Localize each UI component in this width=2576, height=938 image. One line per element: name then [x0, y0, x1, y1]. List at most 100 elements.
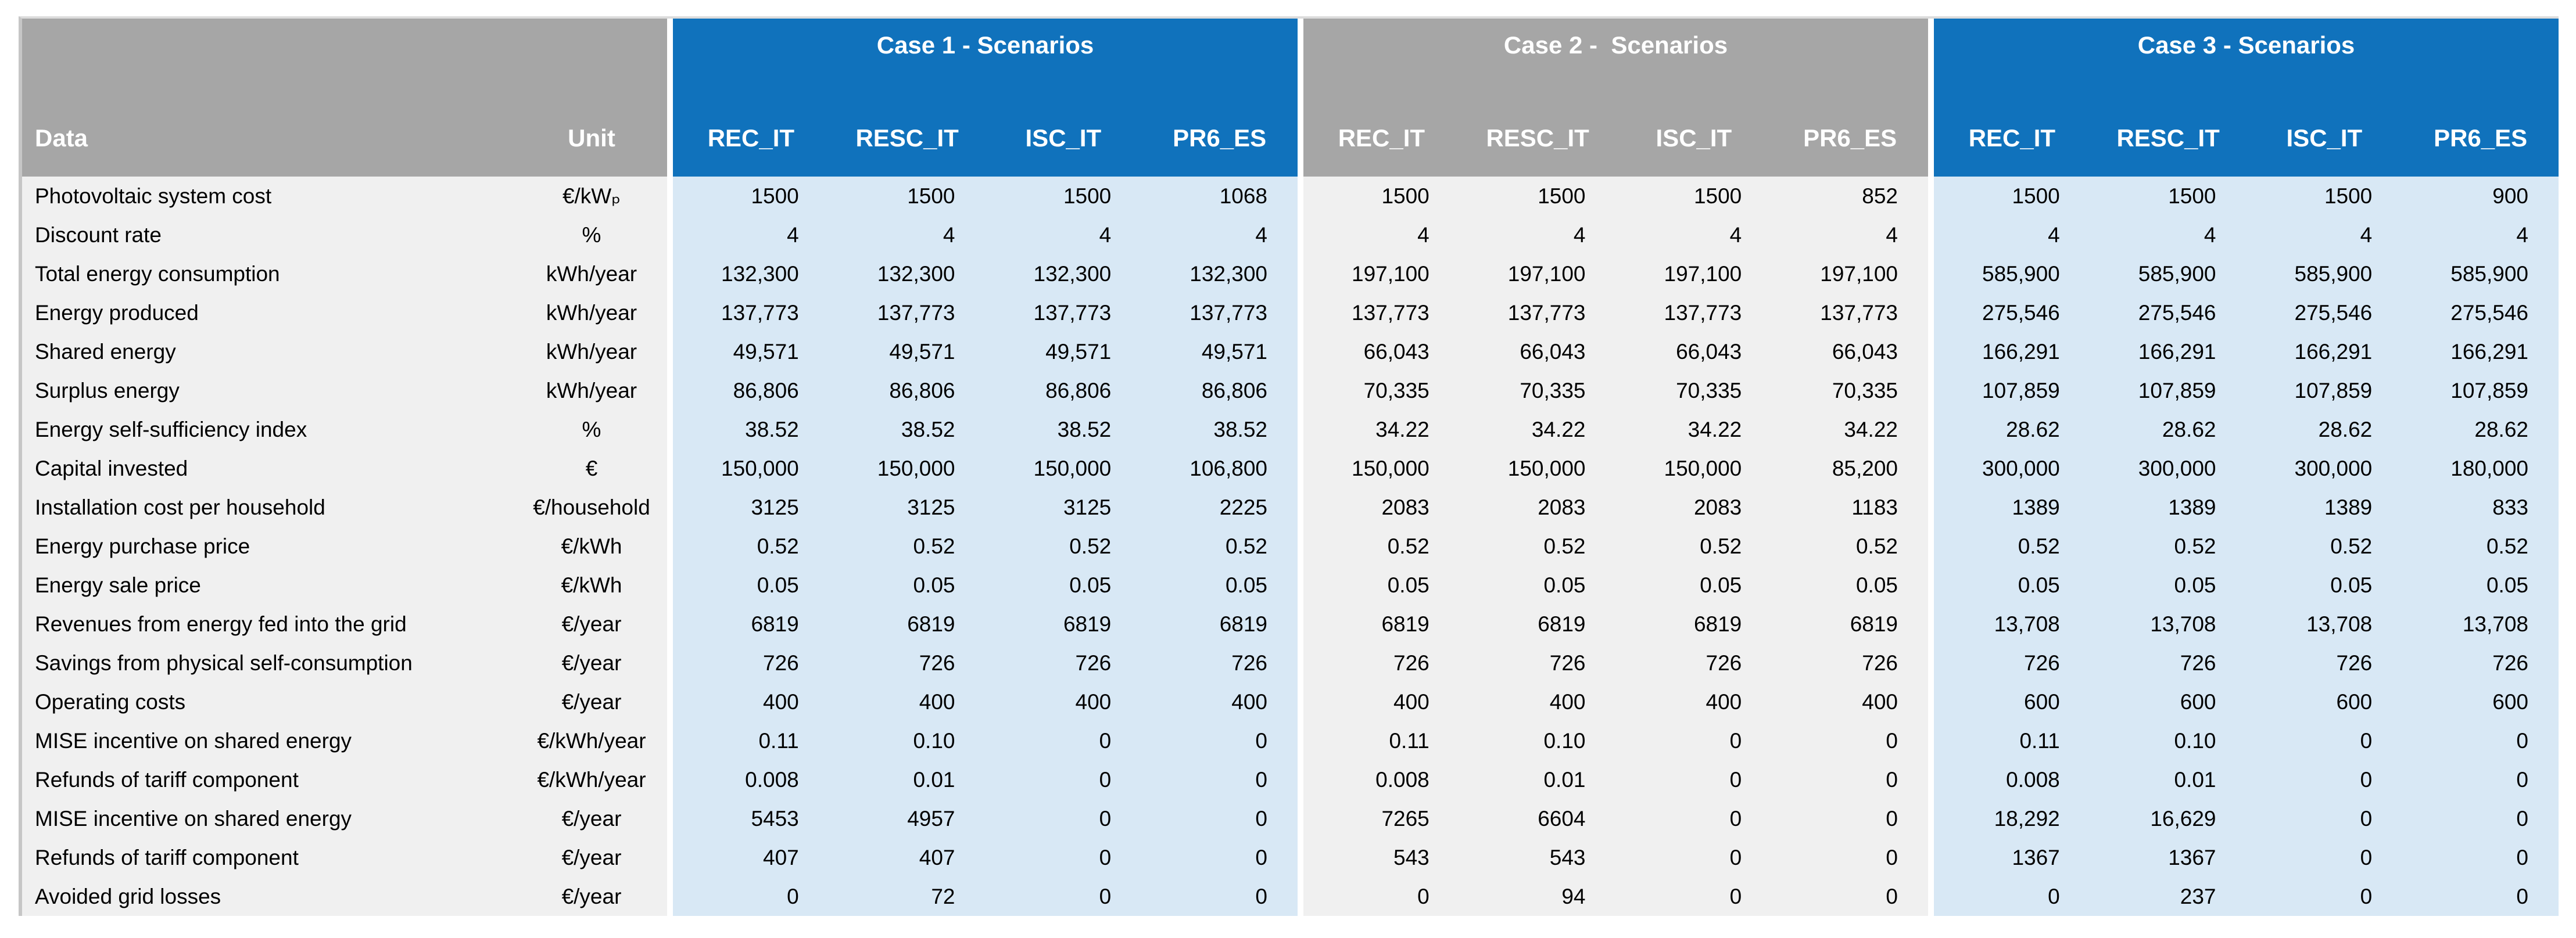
scenarios-table: Data Unit Photovoltaic system cost €/kWₚ… [19, 16, 2559, 916]
value-cell: 34.22 [1375, 417, 1429, 441]
row-label: MISE incentive on shared energy [35, 806, 352, 831]
value-cell: 726 [2336, 651, 2373, 675]
row-label: Capital invested [35, 456, 188, 480]
value-cell: 275,546 [1982, 300, 2060, 325]
table-row: 132,300 132,300 132,300 132,300 [673, 254, 1298, 293]
row-unit: kWh/year [546, 300, 637, 325]
value-cell: 6819 [1693, 612, 1742, 636]
value-cell: 0.05 [1225, 573, 1267, 597]
value-cell: 1500 [751, 184, 799, 208]
value-cell: 0.52 [2330, 534, 2373, 558]
value-cell: 150,000 [1352, 456, 1429, 480]
value-cell: 106,800 [1190, 456, 1267, 480]
row-unit: € [585, 456, 598, 480]
table-row: 0.52 0.52 0.52 0.52 [673, 527, 1298, 566]
value-cell: 150,000 [877, 456, 955, 480]
case-group-header: Case 3 - Scenarios REC_IT RESC_IT ISC_IT PR… [1934, 19, 2559, 177]
value-cell: 6819 [1538, 612, 1586, 636]
value-cell: 2225 [1219, 495, 1267, 519]
value-cell: 66,043 [1363, 339, 1429, 364]
row-unit: €/kWh/year [537, 728, 646, 753]
scenario-column-header: REC_IT [707, 124, 795, 152]
value-cell: 585,900 [2450, 261, 2528, 286]
table-row: Capital invested € [22, 449, 667, 488]
value-cell: 0.008 [2006, 767, 2060, 792]
table-row: 4 4 4 4 [1934, 215, 2559, 254]
table-row: 0.11 0.10 0 0 [1303, 721, 1928, 760]
value-cell: 4 [1099, 222, 1112, 247]
value-cell: 137,773 [1507, 300, 1586, 325]
table-row: 5453 4957 0 0 [673, 799, 1298, 838]
value-cell: 132,300 [877, 261, 955, 286]
value-cell: 0 [2516, 767, 2528, 792]
value-cell: 1500 [2324, 184, 2373, 208]
row-label: Energy self-sufficiency index [35, 417, 307, 441]
table-row: Energy purchase price €/kWh [22, 527, 667, 566]
value-cell: 400 [1075, 689, 1112, 714]
table-row: 1367 1367 0 0 [1934, 838, 2559, 877]
table-row: 6819 6819 6819 6819 [673, 605, 1298, 644]
table-row: 1500 1500 1500 1068 [673, 177, 1298, 215]
value-cell: 0.05 [757, 573, 799, 597]
table-row: 585,900 585,900 585,900 585,900 [1934, 254, 2559, 293]
value-cell: 6604 [1538, 806, 1586, 831]
value-cell: 28.62 [2162, 417, 2216, 441]
table-row: 0 94 0 0 [1303, 877, 1928, 916]
value-cell: 600 [2336, 689, 2373, 714]
value-cell: 0 [1729, 884, 1742, 908]
scenario-column-header: REC_IT [1968, 124, 2056, 152]
value-cell: 28.62 [2474, 417, 2528, 441]
data-unit-panel: Data Unit Photovoltaic system cost €/kWₚ… [22, 19, 667, 916]
value-cell: 726 [1393, 651, 1429, 675]
value-cell: 38.52 [901, 417, 955, 441]
value-cell: 0.05 [1069, 573, 1112, 597]
table-row: Shared energy kWh/year [22, 332, 667, 371]
value-cell: 137,773 [877, 300, 955, 325]
value-cell: 13,708 [1994, 612, 2060, 636]
value-cell: 4 [1729, 222, 1742, 247]
value-cell: 94 [1561, 884, 1586, 908]
value-cell: 197,100 [1664, 261, 1742, 286]
value-cell: 4 [943, 222, 955, 247]
value-cell: 0.10 [2174, 728, 2216, 753]
table-row: 0 72 0 0 [673, 877, 1298, 916]
row-label: MISE incentive on shared energy [35, 728, 352, 753]
value-cell: 400 [1706, 689, 1742, 714]
value-cell: 0 [1729, 767, 1742, 792]
table-row: 0.52 0.52 0.52 0.52 [1303, 527, 1928, 566]
value-cell: 197,100 [1507, 261, 1586, 286]
value-cell: 49,571 [1201, 339, 1267, 364]
value-cell: 407 [919, 845, 955, 869]
value-cell: 137,773 [1664, 300, 1742, 325]
value-cell: 49,571 [889, 339, 955, 364]
table-row: 166,291 166,291 166,291 166,291 [1934, 332, 2559, 371]
value-cell: 0.10 [1543, 728, 1586, 753]
value-cell: 833 [2492, 495, 2528, 519]
row-unit: €/kWh [561, 534, 622, 558]
value-cell: 0.01 [1543, 767, 1586, 792]
value-cell: 726 [763, 651, 799, 675]
value-cell: 0.52 [913, 534, 955, 558]
table-row: Refunds of tariff component €/kWh/year [22, 760, 667, 799]
value-cell: 0.52 [2486, 534, 2528, 558]
table-row: 7265 6604 0 0 [1303, 799, 1928, 838]
row-label: Surplus energy [35, 378, 180, 402]
value-cell: 1500 [2168, 184, 2216, 208]
value-cell: 726 [2180, 651, 2216, 675]
table-row: 107,859 107,859 107,859 107,859 [1934, 371, 2559, 410]
value-cell: 28.62 [2318, 417, 2373, 441]
value-cell: 0 [1417, 884, 1429, 908]
scenario-column-header: ISC_IT [2286, 124, 2363, 152]
value-cell: 0.05 [1855, 573, 1898, 597]
table-row: 1500 1500 1500 852 [1303, 177, 1928, 215]
value-cell: 1500 [907, 184, 955, 208]
value-cell: 7265 [1381, 806, 1429, 831]
table-row: 34.22 34.22 34.22 34.22 [1303, 410, 1928, 449]
value-cell: 0.52 [1387, 534, 1429, 558]
value-cell: 66,043 [1832, 339, 1898, 364]
case-group-title: Case 2 - Scenarios [1503, 31, 1728, 59]
value-cell: 0 [1729, 806, 1742, 831]
table-row: 0.11 0.10 0 0 [673, 721, 1298, 760]
value-cell: 86,806 [889, 378, 955, 402]
value-cell: 0.008 [1375, 767, 1429, 792]
